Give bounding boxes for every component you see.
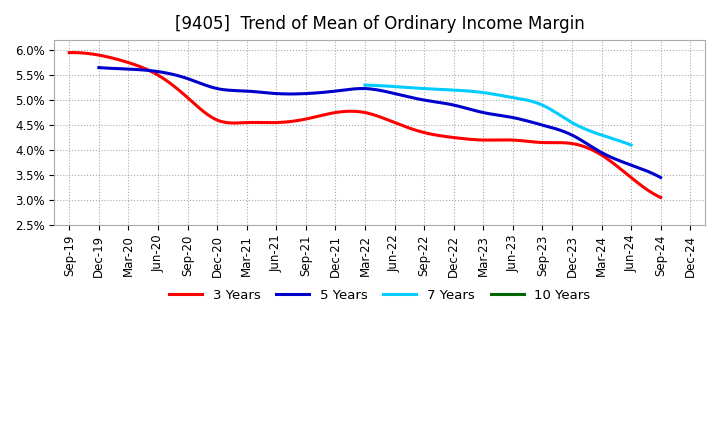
7 Years xyxy=(361,82,370,88)
Title: [9405]  Trend of Mean of Ordinary Income Margin: [9405] Trend of Mean of Ordinary Income … xyxy=(175,15,585,33)
7 Years xyxy=(585,128,593,133)
7 Years xyxy=(602,134,611,139)
5 Years xyxy=(657,175,665,180)
3 Years xyxy=(565,141,574,146)
Line: 7 Years: 7 Years xyxy=(365,85,631,145)
7 Years xyxy=(361,82,369,88)
5 Years xyxy=(429,99,438,104)
3 Years xyxy=(657,195,665,200)
3 Years xyxy=(419,130,428,135)
3 Years xyxy=(69,50,78,55)
7 Years xyxy=(519,97,528,102)
3 Years xyxy=(603,156,611,161)
5 Years xyxy=(603,153,612,158)
5 Years xyxy=(568,132,577,138)
5 Years xyxy=(438,100,447,106)
7 Years xyxy=(626,143,635,148)
Legend: 3 Years, 5 Years, 7 Years, 10 Years: 3 Years, 5 Years, 7 Years, 10 Years xyxy=(164,283,595,307)
7 Years xyxy=(518,97,527,102)
3 Years xyxy=(65,50,73,55)
3 Years xyxy=(417,129,426,135)
5 Years xyxy=(94,65,103,70)
5 Years xyxy=(427,99,436,104)
3 Years xyxy=(429,132,438,137)
Line: 5 Years: 5 Years xyxy=(99,68,661,177)
7 Years xyxy=(523,98,532,103)
3 Years xyxy=(67,50,76,55)
5 Years xyxy=(96,65,105,70)
Line: 3 Years: 3 Years xyxy=(69,52,661,198)
